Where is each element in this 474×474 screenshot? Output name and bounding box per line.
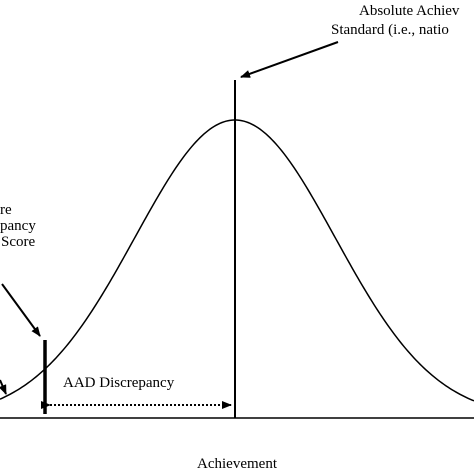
standard-arrow: [240, 41, 339, 78]
score-label: pancy: [0, 218, 36, 234]
score-label: Score: [1, 234, 35, 250]
standard-label: Absolute Achiev: [359, 3, 460, 19]
normal-curve: [0, 119, 474, 402]
x-axis-label: Achievement: [197, 456, 278, 472]
score-arrow: [1, 283, 41, 337]
discrepancy-label: AAD Discrepancy: [63, 375, 175, 391]
score-label: re: [0, 202, 12, 218]
left-arrow: [0, 379, 7, 395]
standard-label: Standard (i.e., natio: [331, 22, 449, 38]
